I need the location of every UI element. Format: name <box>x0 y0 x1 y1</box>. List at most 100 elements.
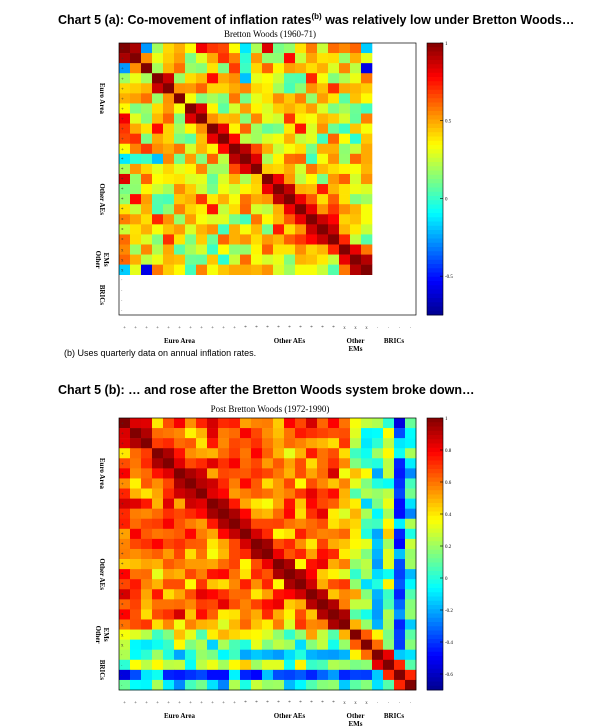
chart-b-col-marker: * <box>321 701 324 706</box>
chart-a-cell <box>240 153 252 165</box>
chart-b-cell <box>383 659 395 671</box>
chart-a-cell <box>229 113 241 124</box>
chart-b-cell <box>306 629 318 640</box>
chart-b-cell <box>350 448 362 459</box>
chart-b-cell <box>152 589 164 600</box>
chart-b-cell <box>196 458 208 469</box>
chart-b-cell <box>240 649 252 661</box>
chart-b-cell <box>229 528 241 540</box>
chart-b-cell <box>350 428 362 439</box>
chart-b-colorbar-band <box>427 651 443 657</box>
chart-b-cell <box>251 478 263 489</box>
chart-a-cell <box>218 93 230 104</box>
chart-a-cell <box>295 63 307 74</box>
chart-b-cell <box>372 619 384 630</box>
chart-b-cell <box>152 619 164 630</box>
chart-a-cell <box>185 184 197 195</box>
chart-b-cell <box>295 438 307 449</box>
chart-a-row-marker: + <box>121 128 124 133</box>
chart-a-cell <box>229 93 241 104</box>
chart-a-cell <box>240 264 252 275</box>
chart-a-cell <box>196 224 208 235</box>
chart-a-cell <box>262 113 274 124</box>
chart-b-cell <box>174 468 186 479</box>
chart-b-cell <box>262 599 274 610</box>
chart-a-cell <box>317 133 329 145</box>
chart-a-row-group-label: Other <box>94 251 102 269</box>
chart-b-cell <box>218 418 230 429</box>
chart-b-row-marker: + <box>121 503 124 508</box>
chart-b-cell <box>295 579 307 590</box>
chart-a-cell <box>207 173 219 185</box>
chart-b-cell <box>119 609 131 620</box>
chart-b-colorbar-band <box>427 435 443 440</box>
chart-b-cell <box>196 559 208 570</box>
chart-b-colorbar-band <box>427 481 443 487</box>
chart-a-colorbar-band <box>427 217 443 222</box>
chart-a-colorbar-band <box>427 293 443 299</box>
chart-a-cell <box>207 103 219 114</box>
chart-a-cell <box>251 163 263 175</box>
chart-b-cell <box>372 609 384 620</box>
chart-b-cell <box>350 579 362 590</box>
chart-b-cell <box>196 438 208 449</box>
chart-b-cell <box>383 518 395 530</box>
chart-b-cell <box>361 609 373 620</box>
chart-a-cell <box>262 234 274 245</box>
chart-b-colorbar-band <box>427 566 443 572</box>
chart-b-colorbar-band <box>427 630 443 636</box>
chart-a-cell <box>130 53 142 64</box>
chart-b-cell <box>130 418 142 429</box>
chart-a-cell <box>339 254 351 265</box>
chart-b-cell <box>119 679 131 691</box>
chart-a-cell <box>207 93 219 104</box>
chart-b-cell <box>174 428 186 439</box>
chart-a-cell <box>273 53 285 64</box>
chart-a-cell <box>306 133 318 145</box>
chart-b-cell <box>207 538 219 550</box>
chart-b-colorbar-band <box>427 541 443 546</box>
chart-a-cell <box>240 244 252 255</box>
chart-b-cell <box>394 478 406 489</box>
chart-b-cell <box>372 518 384 530</box>
chart-b-cell <box>317 418 329 429</box>
chart-b-cell <box>262 458 274 469</box>
chart-b-cell <box>350 629 362 640</box>
chart-a-col-marker: + <box>167 326 170 331</box>
chart-b-cell <box>339 669 351 681</box>
chart-a-col-marker: + <box>145 326 148 331</box>
chart-a-col-marker: * <box>277 326 280 331</box>
chart-b-cell <box>119 528 131 540</box>
chart-a-cell <box>141 204 153 215</box>
chart-a-cell <box>119 53 131 64</box>
chart-a-cell <box>196 133 208 145</box>
chart-a-cell <box>218 113 230 124</box>
chart-b-cell <box>383 579 395 590</box>
chart-a-cell <box>339 194 351 205</box>
chart-b-cell <box>174 629 186 640</box>
chart-b-cell <box>130 438 142 449</box>
chart-a-cell <box>361 214 373 225</box>
chart-a-col-marker: + <box>200 326 203 331</box>
chart-a-cell <box>251 143 263 155</box>
chart-a-cell <box>273 214 285 225</box>
chart-b-cell <box>229 498 241 509</box>
chart-a-cell <box>229 63 241 74</box>
chart-a-cell <box>163 133 175 145</box>
chart-a-cell <box>284 133 296 145</box>
chart-b-cell <box>119 639 131 650</box>
chart-b-cell <box>284 629 296 640</box>
chart-a-cell <box>130 254 142 265</box>
chart-b-cell <box>383 669 395 681</box>
chart-b-row-marker: + <box>121 422 124 427</box>
chart-b-cell <box>405 428 417 439</box>
chart-a-cell <box>328 173 340 185</box>
chart-b-cell <box>218 649 230 661</box>
chart-a-colorbar-band <box>427 179 443 184</box>
chart-b-cell <box>240 478 252 489</box>
chart-b-cell <box>229 458 241 469</box>
chart-b-cell <box>273 518 285 530</box>
chart-a-colorbar-band <box>427 43 443 48</box>
chart-a-colorbar-band <box>427 174 443 180</box>
chart-a-cell <box>174 204 186 215</box>
